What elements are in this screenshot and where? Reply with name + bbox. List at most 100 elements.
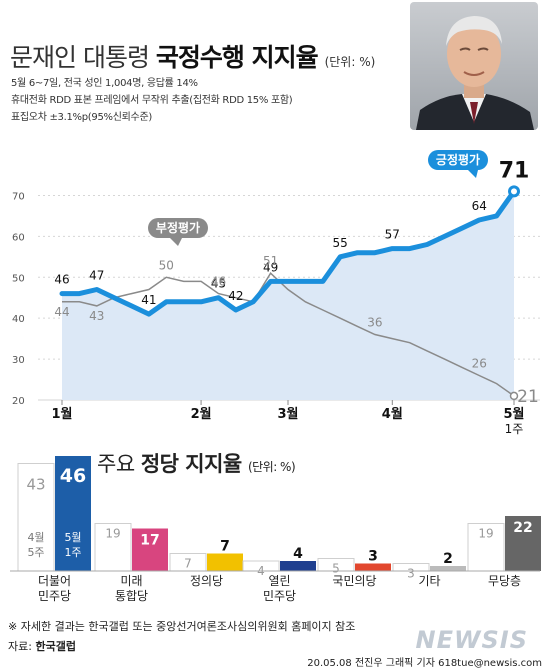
value-cur-5: 2: [443, 551, 453, 567]
positive-label-0: 46: [54, 273, 69, 287]
bar-cur-0: [55, 456, 91, 571]
president-portrait: [410, 2, 538, 130]
value-cur-4: 3: [368, 549, 378, 565]
positive-label-9: 45: [211, 277, 226, 291]
y-tick-70: 70: [12, 191, 25, 202]
positive-label-10: 42: [228, 289, 243, 303]
title-prefix: 문재인 대통령: [10, 43, 156, 72]
category-label-0-0: 더불어: [38, 574, 71, 588]
negative-label-0: 44: [54, 305, 69, 319]
category-label-6-0: 무당층: [488, 574, 521, 588]
category-label-4-0: 국민의당: [332, 574, 376, 588]
series-label-cur-1: 1주: [64, 546, 81, 559]
party-title-unit: (단위: %): [247, 460, 296, 474]
party-title-bold: 정당 지지율: [140, 452, 242, 476]
value-prev-6: 19: [478, 527, 493, 541]
survey-note-2: 휴대전화 RDD 표본 프레임에서 무작위 추출(집전화 RDD 15% 포함): [11, 95, 293, 106]
y-tick-60: 60: [12, 232, 25, 243]
category-label-2-0: 정의당: [190, 574, 223, 588]
bar-cur-5: [430, 566, 466, 571]
positive-label-16: 55: [333, 236, 348, 250]
party-title-prefix: 주요: [97, 452, 141, 476]
newsis-watermark: NEWSIS: [415, 626, 528, 654]
value-cur-3: 4: [293, 546, 303, 562]
approval-series-lines: [59, 185, 520, 401]
value-prev-0: 43: [26, 476, 45, 494]
value-prev-5: 3: [407, 567, 415, 581]
value-prev-1: 19: [105, 527, 120, 541]
negative-tag-text: 부정평가: [156, 220, 200, 235]
category-label-3-0: 열린: [268, 574, 290, 588]
survey-note-3: 표집오차 ±3.1%p(95%신뢰수준): [11, 112, 152, 123]
bar-cur-3: [280, 561, 316, 571]
negative-label-6: 50: [159, 258, 174, 272]
value-cur-6: 22: [513, 520, 532, 536]
negative-label-12: 51: [263, 254, 278, 268]
positive-label-24: 64: [472, 199, 487, 213]
approval-y-ticks: 20 30 40 50 60 70: [12, 191, 25, 407]
positive-label-26: 71: [499, 158, 530, 183]
category-label-0-1: 민주당: [38, 589, 71, 603]
x-sublabel: 1주: [505, 422, 524, 436]
negative-tag-box: [148, 218, 208, 238]
positive-tag-text: 긍정평가: [436, 152, 480, 167]
y-tick-20: 20: [12, 396, 25, 407]
negative-end-marker: [509, 391, 519, 401]
value-prev-2: 7: [184, 557, 192, 571]
bar-cur-6: [505, 516, 541, 571]
positive-label-5: 41: [141, 293, 156, 307]
negative-tag-pointer: [170, 238, 182, 246]
party-chart-title: 주요 정당 지지율 (단위: %): [97, 448, 296, 478]
x-label-27: 5월: [503, 406, 524, 422]
source-line: 자료: 한국갤럽: [8, 638, 76, 654]
series-label-cur-0: 5월: [64, 531, 81, 544]
series-line-positive: [59, 188, 517, 317]
title-unit: (단위: %): [324, 55, 376, 69]
value-cur-1: 17: [140, 533, 159, 549]
series-line-negative: [62, 272, 515, 397]
positive-label-19: 57: [385, 228, 400, 242]
approval-area: [62, 191, 514, 400]
category-label-5-0: 기타: [418, 574, 440, 588]
negative-label-24: 26: [472, 356, 487, 370]
bar-cur-4: [355, 563, 391, 571]
positive-label-12: 49: [263, 260, 278, 274]
source-label: 자료:: [8, 640, 36, 653]
bar-cur-2: [207, 553, 243, 571]
y-tick-50: 50: [12, 273, 25, 284]
y-tick-40: 40: [12, 314, 25, 325]
bar-prev-0: [17, 463, 55, 572]
series-label-prev-1: 5주: [27, 546, 44, 559]
positive-tag-pointer: [468, 170, 478, 178]
bar-cur-1: [132, 528, 168, 571]
title-bold: 국정수행 지지율: [155, 43, 319, 72]
x-label-14: 3월: [277, 406, 298, 422]
x-label-9: 2월: [191, 406, 212, 422]
category-label-1-1: 통합당: [115, 589, 148, 603]
category-label-1-0: 미래: [120, 574, 142, 588]
x-label-1: 1월: [51, 406, 72, 422]
negative-label-9: 46: [211, 275, 226, 289]
source-name: 한국갤럽: [35, 640, 76, 653]
positive-end-marker: [508, 185, 520, 198]
positive-label-2: 47: [89, 269, 104, 283]
x-label-20: 4월: [382, 406, 403, 422]
category-label-3-1: 민주당: [263, 589, 296, 603]
y-tick-30: 30: [12, 355, 25, 366]
page-title: 문재인 대통령 국정수행 지지율 (단위: %): [10, 38, 375, 74]
survey-note-1: 5월 6~7일, 전국 성인 1,004명, 응답률 14%: [11, 78, 198, 89]
negative-label-26: 21: [517, 387, 539, 407]
negative-label-2: 43: [89, 309, 104, 323]
series-label-prev-0: 4월: [27, 531, 44, 544]
negative-label-18: 36: [367, 316, 382, 330]
positive-tag-box: [428, 150, 488, 170]
value-cur-0: 46: [60, 465, 86, 487]
credit-line: 20.05.08 전진우 그래픽 기자 618tue@newsis.com: [307, 658, 542, 669]
